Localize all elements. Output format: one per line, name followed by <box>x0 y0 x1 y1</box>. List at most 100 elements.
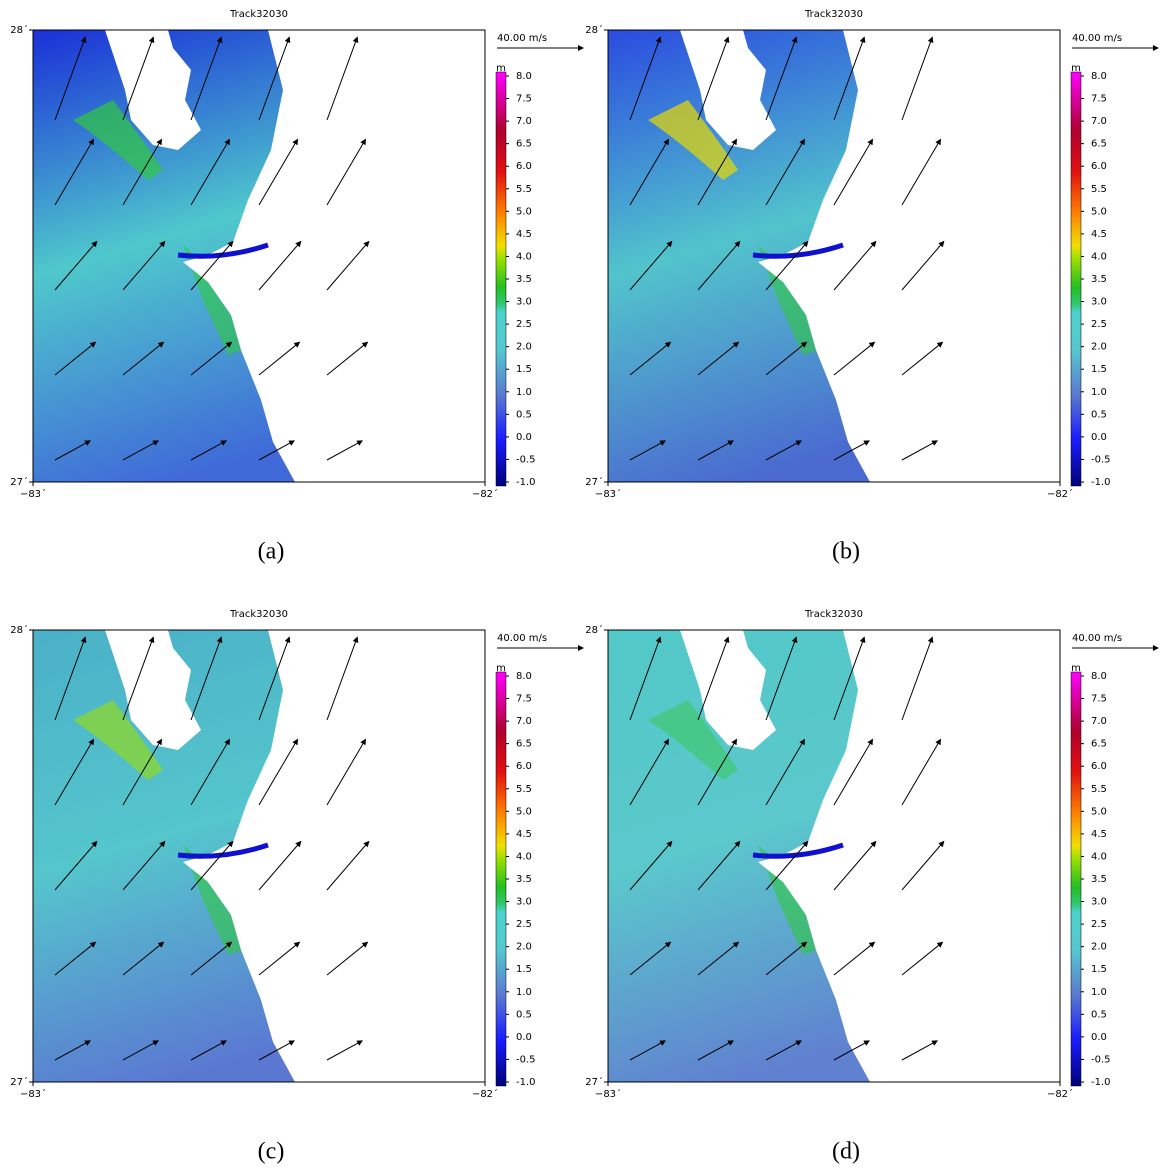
colorbar-tick-label: 0.0 <box>516 432 532 443</box>
colorbar-tick-label: 7.5 <box>516 94 532 105</box>
wind-arrow <box>765 36 798 121</box>
colorbar-tick-label: 0.5 <box>1091 1009 1107 1020</box>
colorbar <box>495 671 507 1087</box>
colorbar-tick-label: -0.5 <box>516 1054 536 1065</box>
wind-arrow <box>326 941 369 976</box>
wind-arrow <box>326 1040 363 1061</box>
wind-arrow <box>765 941 808 976</box>
wind-arrow <box>190 738 230 806</box>
colorbar-tick-label: -1.0 <box>1091 477 1111 488</box>
colorbar-tick-label: 1.5 <box>516 964 532 975</box>
wind-arrow <box>833 941 876 976</box>
wind-arrow <box>697 1040 734 1061</box>
wind-arrow <box>833 840 877 891</box>
wind-arrow <box>629 738 669 806</box>
wind-arrow <box>190 440 227 461</box>
wind-arrow <box>901 1040 938 1061</box>
land <box>758 30 1060 482</box>
x-tick-label: −82´ <box>1047 488 1073 500</box>
panel-title: Track32030 <box>229 9 288 20</box>
wind-arrow <box>901 636 934 721</box>
river <box>177 242 269 259</box>
wind-arrow <box>697 138 737 206</box>
land <box>183 30 485 482</box>
wind-arrow <box>901 341 944 376</box>
colorbar-tick-label: 4.5 <box>516 829 532 840</box>
colorbar-tick-label: -1.0 <box>1091 1077 1111 1088</box>
river <box>752 842 844 859</box>
colorbar-tick-label: 6.5 <box>516 139 532 150</box>
wind-arrow <box>122 440 159 461</box>
wind-arrow <box>54 36 87 121</box>
colorbar-tick-label: 4.0 <box>1091 851 1107 862</box>
colorbar-tick-label: 8.0 <box>1091 671 1107 682</box>
wind-arrow <box>697 941 740 976</box>
colorbar-tick-label: 0.0 <box>1091 1032 1107 1043</box>
map-panel: −83´ −82´ 27´ 28´ Track32030 40.00 m/s m 8.0 7.5… <box>585 609 1159 1165</box>
colorbar-tick-label: 3.0 <box>516 297 532 308</box>
colorbar-tick-label: 5.5 <box>516 784 532 795</box>
colorbar-tick-label: 1.5 <box>516 364 532 375</box>
colorbar-tick-label: 1.0 <box>1091 387 1107 398</box>
colorbar-tick-label: 2.5 <box>516 319 532 330</box>
wind-arrow <box>833 138 873 206</box>
panel-title: Track32030 <box>229 609 288 620</box>
colorbar-tick-label: 3.0 <box>1091 297 1107 308</box>
wind-arrow <box>54 840 98 891</box>
map-panel: −83´ −82´ 27´ 28´ Track32030 40.00 m/s m 8.0 7.5… <box>585 9 1159 565</box>
vector-scale-label: 40.00 m/s <box>1072 33 1122 44</box>
wind-arrow <box>190 941 233 976</box>
panel-caption: (c) <box>258 1139 285 1165</box>
wind-arrow <box>629 1040 666 1061</box>
panel-title: Track32030 <box>804 609 863 620</box>
colorbar <box>1070 671 1082 1087</box>
wind-arrow <box>901 240 945 291</box>
colorbar-tick-label: -1.0 <box>516 1077 536 1088</box>
colorbar-tick-label: 4.5 <box>516 229 532 240</box>
wind-arrow <box>901 440 938 461</box>
colorbar-tick-label: 3.0 <box>516 897 532 908</box>
wind-arrow <box>697 840 741 891</box>
land <box>680 30 776 150</box>
y-tick-label: 27´ <box>10 1076 28 1088</box>
colorbar-unit: m <box>496 663 506 674</box>
colorbar-tick-label: 6.0 <box>1091 161 1107 172</box>
colorbar-tick-label: 1.5 <box>1091 364 1107 375</box>
wind-arrow <box>629 341 672 376</box>
x-tick-label: −82´ <box>472 1088 498 1100</box>
colorbar-tick-label: 1.0 <box>1091 987 1107 998</box>
wind-arrow <box>901 840 945 891</box>
wind-arrow <box>833 341 876 376</box>
wind-arrow <box>258 240 302 291</box>
colorbar-unit: m <box>496 63 506 74</box>
x-tick-label: −83´ <box>20 1088 46 1100</box>
map-panel: −83´ −82´ 27´ 28´ Track32030 40.00 m/s m 8.0 7.5… <box>10 609 584 1165</box>
wind-arrow <box>54 341 97 376</box>
x-tick-label: −82´ <box>472 488 498 500</box>
colorbar-tick-label: 4.0 <box>516 851 532 862</box>
wind-arrow <box>833 636 866 721</box>
y-tick-label: 27´ <box>585 1076 603 1088</box>
wind-arrow <box>258 138 298 206</box>
x-tick-label: −83´ <box>20 488 46 500</box>
wind-arrow <box>697 636 730 721</box>
wind-arrow <box>190 1040 227 1061</box>
colorbar-tick-label: 7.5 <box>1091 694 1107 705</box>
colorbar-tick-label: 2.0 <box>1091 342 1107 353</box>
wind-arrow <box>901 738 941 806</box>
colorbar-unit: m <box>1071 663 1081 674</box>
surge-band <box>73 100 163 180</box>
wind-arrow <box>190 636 223 721</box>
colorbar-tick-label: 6.5 <box>1091 139 1107 150</box>
colorbar-tick-label: 6.0 <box>516 761 532 772</box>
colorbar-tick-label: -1.0 <box>516 477 536 488</box>
wind-arrow <box>122 138 162 206</box>
wind-arrow <box>258 1040 295 1061</box>
vector-scale-label: 40.00 m/s <box>1072 633 1122 644</box>
colorbar-tick-label: 3.5 <box>1091 874 1107 885</box>
colorbar-tick-label: 5.0 <box>516 206 532 217</box>
colorbar-tick-label: 5.0 <box>1091 206 1107 217</box>
wind-arrow <box>629 36 662 121</box>
wind-arrow <box>122 636 155 721</box>
wind-arrow <box>833 36 866 121</box>
